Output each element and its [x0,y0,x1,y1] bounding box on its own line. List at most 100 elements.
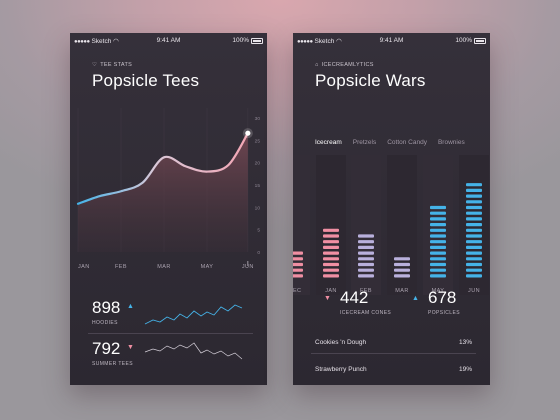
battery: 100% [455,37,486,44]
tee-stats-screen: ●●●●● Sketch ◠ 9:41 AM 100% ♡ TEE STATS … [70,33,267,385]
x-tick-label: JUN [242,264,254,270]
bar-segment [323,257,339,261]
battery-icon [251,37,263,44]
battery-percent: 100% [455,37,472,44]
bar-segment [466,228,482,232]
bar-segment [358,251,374,255]
x-tick-label: JAN [78,264,90,270]
bar-segment [394,274,410,278]
section-kicker: ♡ TEE STATS [92,62,132,68]
x-tick-label: MAY [432,288,445,294]
row-cookies-label[interactable]: Cookies 'n Dough [315,339,367,346]
stat-popsicles-label: POPSICLES [428,310,460,316]
bar-segment [466,217,482,221]
bar-segment [466,240,482,244]
bar-segment [394,257,410,261]
kicker-label: TEE STATS [100,62,133,68]
signal-icon: ●●●●● [74,39,90,45]
y-tick-label: 5 [257,228,260,234]
bar-segment [430,205,446,210]
bar-segment [293,274,303,278]
bar-segment [358,234,374,238]
bar-segment [430,257,446,261]
row-strawberry-label[interactable]: Strawberry Punch [315,366,367,373]
tab-pretzels[interactable]: Pretzels [352,139,377,146]
x-tick-label: MAR [157,264,170,270]
bar-segment [466,183,482,187]
bar-segment [323,234,339,238]
y-tick-label: 10 [255,205,261,211]
column-bg [351,155,381,295]
divider [88,333,253,334]
carrier: ●●●●● Sketch ◠ [74,37,119,45]
bar-segment [430,211,446,215]
column-bg [293,155,310,295]
bar-segment [466,257,482,261]
signal-icon: ●●●●● [297,39,313,45]
status-bar: ●●●●● Sketch ◠ 9:41 AM 100% [293,36,490,48]
bar-segment [466,245,482,249]
tab-cotton-candy[interactable]: Cotton Candy [387,139,427,146]
bar-segment [466,200,482,204]
bar-segment [430,274,446,278]
bar-segment [293,262,303,267]
arrow-down-icon: ▼ [324,295,331,302]
y-tick-label: 25 [255,138,261,144]
x-tick-label: FEB [360,288,372,294]
bar-segment [293,268,303,272]
bar-segment [466,188,482,192]
bar-segment [466,211,482,215]
battery: 100% [232,37,263,44]
bar-segment [323,262,339,267]
bar-segment [430,228,446,232]
row-cookies-value: 13% [458,339,472,346]
bar-segment [394,268,410,272]
x-tick-label: JUN [468,288,480,294]
data-point [245,130,251,136]
carrier: ●●●●● Sketch ◠ [297,37,342,45]
heart-icon: ♡ [92,62,98,68]
bar-segment [323,274,339,278]
sparkline-summer-tees [144,342,243,360]
bar-segment [466,234,482,238]
bar-segment [358,257,374,261]
y-tick-label: 20 [255,161,261,167]
bar-segment [323,228,339,232]
tab-brownies[interactable]: Brownies [437,139,465,146]
bar-segment [323,240,339,244]
battery-percent: 100% [232,37,249,44]
bar-segment [358,268,374,272]
bar-segment [394,262,410,267]
bar-segment [466,268,482,272]
status-time: 9:41 AM [156,37,181,44]
bar-segment [430,223,446,227]
status-bar: ●●●●● Sketch ◠ 9:41 AM 100% [70,36,267,48]
kicker-label: ICECREAMLYTICS [321,62,374,68]
wifi-icon: ◠ [336,38,342,45]
y-tick-label: 30 [255,116,261,122]
column-bg [316,155,346,295]
bar-segment [358,245,374,249]
carrier-name: Sketch [314,38,335,45]
bar-segment [430,240,446,244]
tab-icecream[interactable]: Icecream [315,139,342,146]
y-tick-label: 0 [257,250,260,256]
area-chart: 0 5 10 15 20 25 30 JAN FEB MAR MAY JUN [76,108,261,270]
bar-segment [466,194,482,198]
bar-segment [466,251,482,255]
column-bg [387,155,417,295]
carrier-name: Sketch [91,38,112,45]
bar-segment [323,251,339,255]
page-title: Popsicle Tees [92,71,200,90]
x-tick-label: FEB [115,264,127,270]
sparklines [144,304,243,360]
bar-segment [430,217,446,221]
battery-icon [474,37,486,44]
x-tick-label: MAY [201,264,214,270]
cone-icon: ⌂ [315,62,319,68]
page-title: Popsicle Wars [315,71,426,90]
y-tick-label: 15 [255,183,261,189]
divider [311,353,476,354]
section-kicker: ⌂ ICECREAMLYTICS [315,62,374,68]
x-tick-label: DEC [293,288,301,294]
